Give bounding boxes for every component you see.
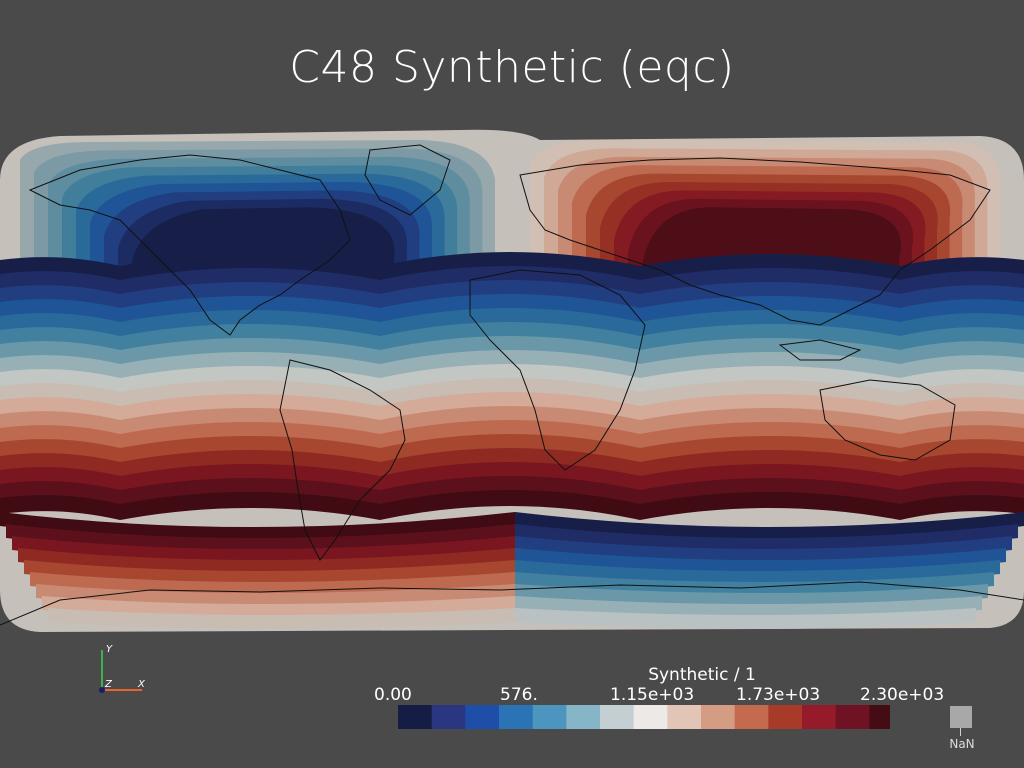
colorbar-label-2: 1.15e+03 (610, 685, 695, 705)
coastline (519, 157, 991, 326)
nan-label: NaN (949, 737, 975, 751)
band-equator (0, 490, 1024, 520)
coastline (28, 154, 351, 336)
coastline (364, 144, 451, 216)
field-bands (0, 129, 1024, 632)
band-bottom-left (18, 548, 515, 574)
colorbar-swatch (768, 705, 803, 729)
colorbar-swatch (566, 705, 601, 729)
nan-tick (960, 728, 961, 736)
band-bottom-left (42, 596, 515, 618)
band-top-right (642, 207, 901, 270)
band-bottom-left (48, 608, 515, 629)
colorbar-swatch (532, 705, 567, 729)
band-bottom-right (515, 548, 1006, 574)
colorbar-label-1: 576. (500, 685, 538, 705)
colorbar-swatch (667, 705, 702, 729)
band-bottom-right (515, 584, 988, 607)
colorbar-swatch (835, 705, 870, 729)
axes-triad: Y X Z (99, 644, 146, 693)
coastlines (0, 144, 1024, 626)
band-bottom-right (515, 560, 1000, 585)
colorbar-swatches (398, 705, 890, 729)
band-bottom-right (515, 608, 976, 629)
colorbar-label-0: 0.00 (374, 685, 412, 705)
coastline (0, 581, 1024, 626)
colorbar-swatch (398, 705, 433, 729)
colorbar-label-4: 2.30e+03 (860, 685, 945, 705)
colorbar-swatch (431, 705, 466, 729)
axis-z-label: Z (104, 679, 113, 690)
map-view[interactable] (0, 120, 1024, 640)
band-bottom-right (515, 512, 1024, 541)
axis-x-label: X (137, 679, 146, 690)
coastline (279, 359, 406, 561)
band-top-left (132, 207, 395, 270)
colorbar-swatch (734, 705, 769, 729)
band-bottom-left (0, 512, 515, 541)
colorbar-label-3: 1.73e+03 (736, 685, 821, 705)
band-bottom-left (24, 560, 515, 585)
colorbar-swatch (465, 705, 500, 729)
colorbar-swatch (600, 705, 635, 729)
colorbar-swatch (701, 705, 736, 729)
colorbar-title: Synthetic / 1 (648, 665, 756, 685)
band-bottom-left (12, 536, 515, 563)
colorbar-swatch (802, 705, 837, 729)
coastline (469, 269, 646, 471)
colorbar-swatch (869, 705, 890, 729)
band-bottom-right (515, 536, 1012, 563)
coastline (778, 339, 862, 361)
axis-y-label: Y (106, 644, 113, 655)
plot-title: C48 Synthetic (eqc) (289, 42, 735, 93)
colorbar-swatch (499, 705, 534, 729)
band-bottom-right (515, 524, 1018, 552)
coastline (819, 379, 956, 461)
band-bottom-left (36, 584, 515, 607)
band-bottom-right (515, 572, 994, 596)
nan-swatch (950, 706, 972, 728)
band-bottom-left (6, 524, 515, 552)
band-bottom-right (515, 596, 982, 618)
colorbar-swatch (633, 705, 668, 729)
